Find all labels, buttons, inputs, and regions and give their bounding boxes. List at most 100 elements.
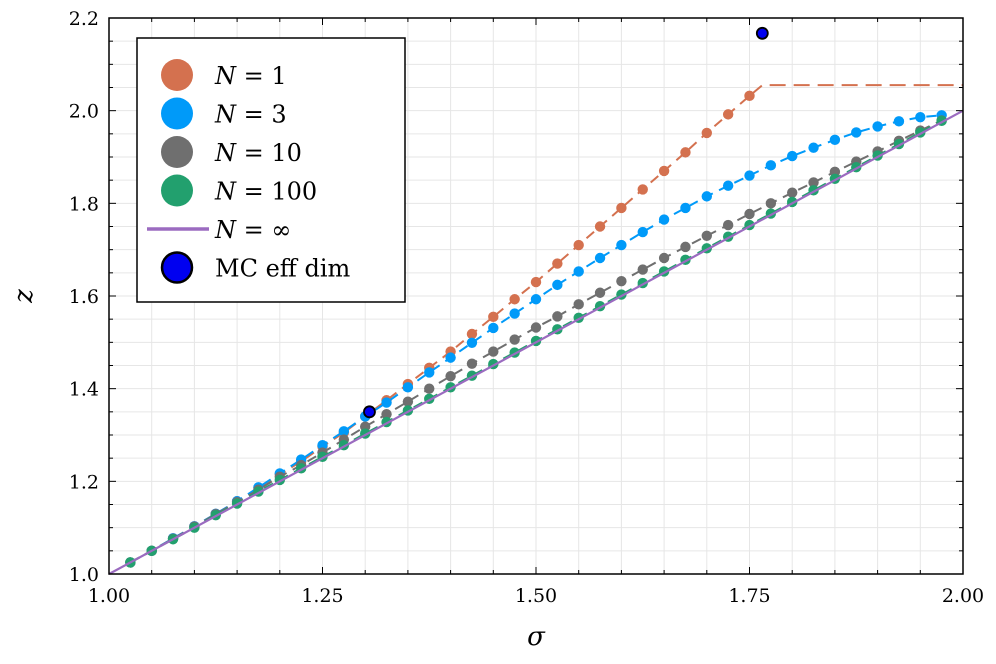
y-tick-label: 2.0 — [69, 101, 99, 123]
legend-item: N = 100 — [161, 174, 317, 207]
data-point — [466, 328, 478, 340]
data-point — [594, 252, 606, 264]
data-point — [381, 397, 392, 408]
axis-ticks: 1.00 1.25 1.50 1.75 2.00 1.0 1.2 1.4 1.6 1.8 2.0 2.… — [69, 8, 984, 607]
legend-marker-swatch — [160, 251, 194, 284]
series-5 — [363, 26, 769, 419]
data-point — [915, 111, 926, 123]
legend-item: N = 1 — [161, 59, 287, 91]
data-point — [445, 352, 456, 363]
data-point — [402, 382, 414, 393]
x-axis-label: σ — [527, 622, 546, 652]
data-point — [637, 184, 648, 195]
data-point — [445, 370, 456, 382]
data-point — [424, 383, 435, 394]
legend-label-value: = 1 — [244, 62, 287, 90]
data-point — [722, 180, 734, 191]
data-point — [637, 264, 648, 275]
legend-label: N = 100 — [214, 178, 317, 206]
data-point — [722, 219, 734, 231]
y-tick-label: 1.8 — [69, 193, 99, 215]
data-point — [658, 214, 670, 225]
data-point — [616, 275, 627, 287]
legend-label: N = ∞ — [214, 216, 291, 244]
legend-label-value: MC eff dim — [215, 255, 350, 283]
legend-label-value: = 3 — [244, 101, 287, 129]
data-point — [594, 287, 606, 298]
data-point — [765, 160, 777, 171]
data-point — [509, 334, 520, 345]
data-point — [338, 426, 350, 437]
data-point — [573, 239, 584, 251]
data-point — [488, 322, 499, 334]
data-point — [680, 241, 691, 253]
series-line — [108, 109, 964, 575]
data-point — [893, 116, 905, 127]
data-point — [616, 202, 627, 214]
legend-item: N = 10 — [161, 136, 302, 168]
data-point — [744, 208, 755, 220]
data-point — [402, 396, 414, 407]
data-point — [701, 230, 712, 241]
legend-label-var: N — [214, 216, 244, 244]
data-point — [755, 26, 769, 40]
data-point — [488, 346, 499, 357]
legend-label-var: N — [214, 101, 244, 129]
data-point — [530, 294, 542, 305]
legend-label: MC eff dim — [215, 255, 350, 283]
series-4 — [108, 109, 964, 575]
data-point — [573, 299, 584, 310]
x-tick-label: 1.25 — [301, 585, 343, 607]
data-point — [744, 90, 755, 102]
legend-item: MC eff dim — [160, 251, 350, 284]
data-point — [466, 358, 478, 369]
data-point — [787, 150, 798, 162]
data-point — [552, 279, 563, 291]
data-point — [616, 239, 627, 251]
legend-label: N = 3 — [214, 101, 287, 129]
data-point — [466, 337, 478, 348]
x-tick-label: 1.50 — [515, 585, 557, 607]
data-point — [317, 439, 328, 451]
data-point — [530, 322, 542, 333]
legend-label: N = 1 — [214, 62, 287, 90]
series-3 — [125, 115, 947, 568]
data-point — [808, 142, 819, 153]
data-point — [573, 266, 584, 277]
data-point — [594, 221, 606, 232]
legend-marker-swatch — [161, 59, 193, 91]
data-point — [509, 308, 520, 319]
plot-series — [108, 26, 964, 575]
legend-label: N = 10 — [214, 139, 302, 167]
data-point — [658, 252, 670, 264]
data-point — [701, 127, 712, 139]
legend-label-value: = 10 — [244, 139, 302, 167]
data-point — [530, 276, 542, 288]
data-point — [765, 198, 777, 209]
data-point — [851, 127, 862, 138]
data-point — [552, 311, 563, 322]
x-tick-label: 1.75 — [728, 585, 770, 607]
legend-label-value: = ∞ — [244, 216, 292, 244]
y-tick-label: 2.2 — [69, 8, 99, 30]
data-point — [637, 226, 648, 238]
data-point — [680, 202, 691, 214]
legend-marker-swatch — [161, 174, 193, 207]
data-point — [488, 311, 499, 323]
data-point — [552, 258, 563, 269]
legend-marker-swatch — [161, 97, 193, 130]
x-tick-label: 1.00 — [88, 585, 130, 607]
y-tick-label: 1.6 — [69, 286, 99, 308]
data-point — [381, 408, 392, 420]
legend-item: N = ∞ — [147, 216, 291, 244]
data-point — [509, 294, 520, 305]
legend-item: N = 3 — [161, 97, 287, 130]
data-point — [363, 405, 376, 419]
y-tick-label: 1.2 — [69, 471, 99, 493]
x-tick-label: 2.00 — [942, 585, 984, 607]
legend-label-var: N — [214, 178, 244, 206]
legend-label-value: = 100 — [244, 178, 318, 206]
series-extension-line — [748, 84, 963, 97]
data-point — [787, 187, 798, 198]
